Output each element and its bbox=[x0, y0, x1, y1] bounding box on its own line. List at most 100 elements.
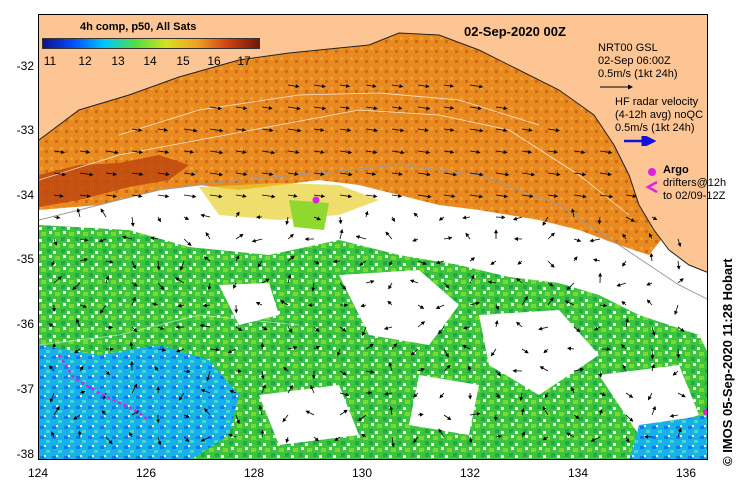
current-vector bbox=[313, 84, 326, 89]
current-vector bbox=[365, 343, 374, 350]
current-vector bbox=[157, 172, 170, 177]
current-vector bbox=[412, 237, 419, 242]
current-vector bbox=[79, 304, 88, 309]
current-vector bbox=[339, 228, 344, 240]
current-vector bbox=[391, 172, 403, 177]
current-vector bbox=[53, 215, 61, 220]
current-vector bbox=[593, 326, 601, 331]
y-tick-label: -33 bbox=[16, 123, 34, 137]
current-vector bbox=[157, 194, 170, 199]
current-vector bbox=[175, 348, 185, 353]
current-vector bbox=[417, 321, 426, 328]
x-tick-label: 132 bbox=[459, 466, 481, 480]
current-vector bbox=[183, 149, 195, 154]
current-vector bbox=[313, 436, 319, 442]
current-vector bbox=[339, 150, 353, 155]
current-vector bbox=[235, 326, 243, 332]
current-vector bbox=[413, 392, 419, 398]
current-vector bbox=[285, 216, 290, 226]
current-vector bbox=[494, 320, 499, 328]
current-vector bbox=[202, 303, 211, 308]
current-vector bbox=[547, 149, 558, 154]
current-vector bbox=[235, 233, 244, 240]
current-vector bbox=[79, 390, 86, 395]
current-vector bbox=[599, 194, 614, 199]
current-vector bbox=[542, 216, 549, 226]
current-vector bbox=[73, 414, 81, 420]
current-vector bbox=[79, 149, 91, 154]
x-tick-label: 128 bbox=[243, 466, 265, 480]
current-vector bbox=[339, 409, 348, 416]
current-vector bbox=[48, 323, 55, 328]
current-vector bbox=[183, 238, 192, 247]
argo-legend-icon bbox=[648, 168, 656, 176]
current-vector bbox=[417, 150, 431, 155]
current-vector bbox=[287, 273, 292, 284]
current-vector bbox=[228, 433, 237, 438]
current-vector bbox=[650, 348, 655, 360]
current-vector bbox=[105, 150, 119, 155]
current-vector bbox=[131, 282, 138, 287]
y-tick-label: -36 bbox=[16, 317, 34, 331]
colorbar-label: 17 bbox=[237, 54, 251, 68]
current-vector bbox=[413, 212, 419, 218]
current-vector bbox=[183, 414, 190, 418]
current-vector bbox=[495, 172, 510, 177]
current-vector bbox=[260, 370, 265, 380]
current-vector bbox=[625, 317, 629, 328]
current-vector bbox=[339, 105, 350, 110]
current-vector bbox=[178, 392, 185, 401]
current-vector bbox=[235, 150, 247, 154]
current-vector bbox=[183, 172, 196, 177]
current-vector bbox=[313, 106, 327, 111]
current-vector bbox=[417, 412, 424, 417]
current-vector bbox=[313, 345, 321, 350]
current-vector bbox=[209, 106, 223, 111]
current-vector bbox=[361, 433, 367, 438]
current-vector bbox=[622, 233, 627, 240]
current-vector bbox=[469, 257, 476, 262]
current-vector bbox=[410, 348, 419, 356]
current-vector bbox=[131, 326, 138, 333]
current-vector bbox=[280, 300, 289, 306]
current-vector bbox=[313, 194, 326, 199]
current-vector bbox=[385, 231, 393, 240]
current-vector bbox=[313, 326, 320, 332]
legend-drifters-to: to 02/09-12Z bbox=[663, 190, 726, 202]
current-vector bbox=[157, 436, 162, 446]
current-vector bbox=[339, 326, 347, 332]
current-vector bbox=[251, 238, 263, 243]
current-vector bbox=[157, 282, 165, 291]
current-vector bbox=[313, 128, 325, 132]
radar-scale-arrow bbox=[624, 136, 657, 146]
current-vector bbox=[547, 297, 554, 306]
current-vector bbox=[261, 326, 268, 331]
current-vector bbox=[204, 408, 211, 416]
current-vector bbox=[102, 392, 107, 400]
current-vector bbox=[651, 326, 656, 337]
current-vector bbox=[365, 279, 375, 284]
y-tick-label: -32 bbox=[16, 59, 34, 73]
current-vector bbox=[571, 208, 575, 218]
current-vector bbox=[469, 274, 475, 284]
current-vector bbox=[573, 414, 580, 419]
current-vector bbox=[677, 427, 682, 438]
current-vector bbox=[75, 318, 81, 328]
current-vector bbox=[648, 392, 653, 401]
current-vector bbox=[417, 172, 431, 177]
current-vector bbox=[677, 392, 686, 398]
current-vector bbox=[391, 216, 395, 222]
current-vector bbox=[651, 216, 658, 221]
current-vector bbox=[625, 436, 630, 443]
current-vector bbox=[313, 172, 325, 176]
legend-gsl-title: NRT00 GSL bbox=[598, 42, 658, 54]
current-vector bbox=[79, 172, 94, 177]
current-vector bbox=[257, 260, 263, 268]
current-vector bbox=[564, 300, 575, 306]
current-vector bbox=[547, 232, 555, 240]
current-vector bbox=[105, 275, 110, 284]
current-vector bbox=[389, 260, 393, 267]
current-vector bbox=[521, 194, 534, 199]
current-vector bbox=[339, 83, 351, 88]
current-vector bbox=[547, 193, 559, 198]
